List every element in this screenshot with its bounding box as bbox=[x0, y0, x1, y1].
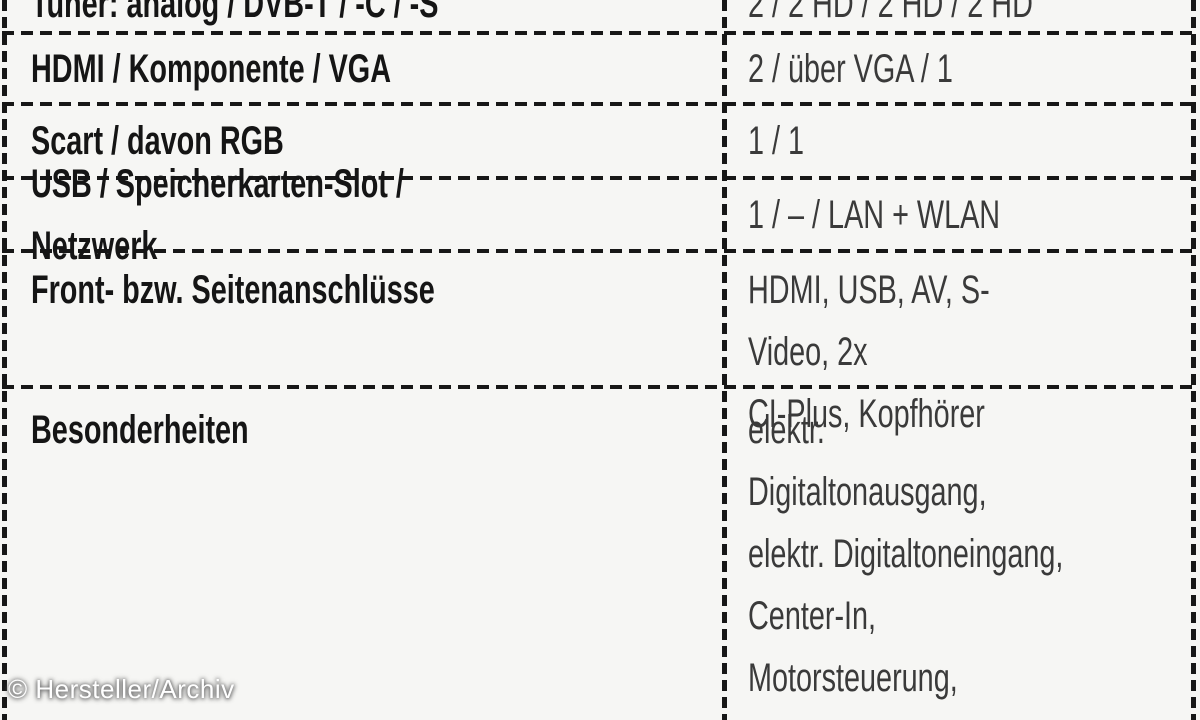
row-divider bbox=[2, 385, 1196, 389]
spec-label-text: Front- bzw. Seitenanschlüsse bbox=[31, 268, 435, 312]
table-left-border bbox=[2, 0, 7, 720]
row-divider bbox=[2, 249, 1196, 253]
spec-label: Front- bzw. Seitenanschlüsse bbox=[7, 249, 720, 321]
table-right-border bbox=[1191, 0, 1196, 720]
spec-value-text: 1 / 1 bbox=[748, 119, 805, 163]
spec-value-text: 1 / – / LAN + WLAN bbox=[748, 192, 1001, 237]
spec-label-text: Scart / davon RGB bbox=[31, 119, 284, 163]
spec-label: Scart / davon RGB bbox=[7, 110, 720, 172]
photo-credit: © Hersteller/Archiv bbox=[8, 674, 235, 704]
table-row: Tuner: analog / DVB-T / -C / -S 2 / 2 HD… bbox=[7, 0, 1191, 30]
table-row: Front- bzw. Seitenanschlüsse HDMI, USB, … bbox=[7, 249, 1191, 436]
spec-label-text: USB / Speicherkarten-Slot / Netzwerk bbox=[31, 161, 404, 268]
table-row: Besonderheiten elektr. Digitaltonausgang… bbox=[7, 385, 1191, 720]
spec-value: 2 / über VGA / 1 bbox=[720, 38, 1191, 100]
spec-value-text: 2 / über VGA / 1 bbox=[748, 46, 953, 91]
column-divider bbox=[722, 0, 727, 720]
spec-label: HDMI / Komponente / VGA bbox=[7, 38, 720, 100]
table-row: Scart / davon RGB 1 / 1 bbox=[7, 106, 1191, 176]
spec-label: Besonderheiten bbox=[7, 385, 720, 461]
spec-label-text: Besonderheiten bbox=[31, 408, 249, 452]
spec-label: Tuner: analog / DVB-T / -C / -S bbox=[7, 0, 720, 35]
spec-value: HDMI, USB, AV, S-Video, 2x CI-Plus, Kopf… bbox=[720, 249, 1191, 445]
row-divider bbox=[2, 176, 1196, 180]
spec-label-text: Tuner: analog / DVB-T / -C / -S bbox=[31, 0, 439, 26]
spec-value-text: elektr. Digitaltonausgang, elektr. Digit… bbox=[748, 408, 1064, 720]
table-row: HDMI / Komponente / VGA 2 / über VGA / 1 bbox=[7, 35, 1191, 102]
spec-value-text: HDMI, USB, AV, S-Video, 2x CI-Plus, Kopf… bbox=[748, 268, 990, 436]
spec-value-text: 2 / 2 HD / 2 HD / 2 HD bbox=[748, 0, 1033, 26]
spec-value: 2 / 2 HD / 2 HD / 2 HD bbox=[720, 0, 1191, 35]
spec-label: USB / Speicherkarten-Slot / Netzwerk bbox=[7, 153, 720, 277]
spec-label-text: HDMI / Komponente / VGA bbox=[31, 46, 391, 91]
spec-value: 1 / – / LAN + WLAN bbox=[720, 184, 1191, 246]
spec-value: 1 / 1 bbox=[720, 110, 1191, 172]
table-row: USB / Speicherkarten-Slot / Netzwerk 1 /… bbox=[7, 162, 1191, 268]
row-divider bbox=[2, 102, 1196, 106]
spec-value: elektr. Digitaltonausgang, elektr. Digit… bbox=[720, 385, 1191, 720]
row-divider bbox=[2, 31, 1196, 35]
